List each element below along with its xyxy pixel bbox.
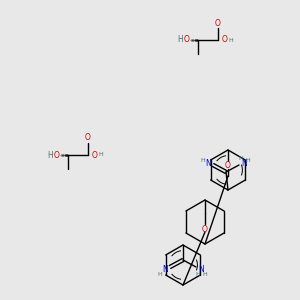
Text: H: H bbox=[196, 272, 200, 277]
Text: H: H bbox=[246, 158, 250, 163]
Text: H: H bbox=[201, 158, 206, 163]
Text: H: H bbox=[238, 157, 243, 161]
Text: N: N bbox=[241, 160, 247, 169]
Text: H: H bbox=[229, 38, 233, 43]
Text: O: O bbox=[54, 151, 60, 160]
Text: H: H bbox=[177, 35, 183, 44]
Text: H: H bbox=[158, 272, 162, 277]
Text: N: N bbox=[198, 265, 204, 274]
Text: H: H bbox=[99, 152, 103, 158]
Text: N: N bbox=[205, 160, 211, 169]
Text: O: O bbox=[85, 134, 91, 142]
Text: O: O bbox=[225, 161, 231, 170]
Text: H: H bbox=[47, 151, 53, 160]
Text: N: N bbox=[162, 265, 168, 274]
Text: O: O bbox=[202, 224, 208, 233]
Text: O: O bbox=[222, 35, 228, 44]
Text: O: O bbox=[184, 35, 190, 44]
Text: H: H bbox=[202, 272, 207, 277]
Text: O: O bbox=[92, 151, 98, 160]
Text: O: O bbox=[215, 19, 221, 28]
